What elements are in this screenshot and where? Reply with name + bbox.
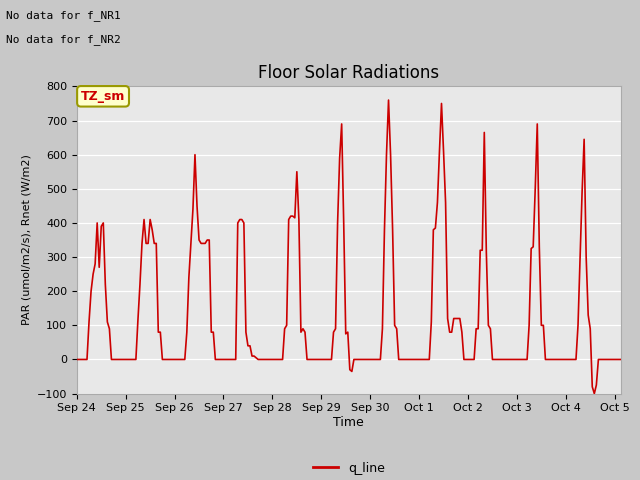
Text: TZ_sm: TZ_sm	[81, 90, 125, 103]
Title: Floor Solar Radiations: Floor Solar Radiations	[258, 64, 440, 82]
Text: No data for f_NR2: No data for f_NR2	[6, 34, 121, 45]
Text: No data for f_NR1: No data for f_NR1	[6, 10, 121, 21]
X-axis label: Time: Time	[333, 416, 364, 429]
Y-axis label: PAR (umol/m2/s), Rnet (W/m2): PAR (umol/m2/s), Rnet (W/m2)	[21, 155, 31, 325]
Legend: q_line: q_line	[308, 456, 390, 480]
